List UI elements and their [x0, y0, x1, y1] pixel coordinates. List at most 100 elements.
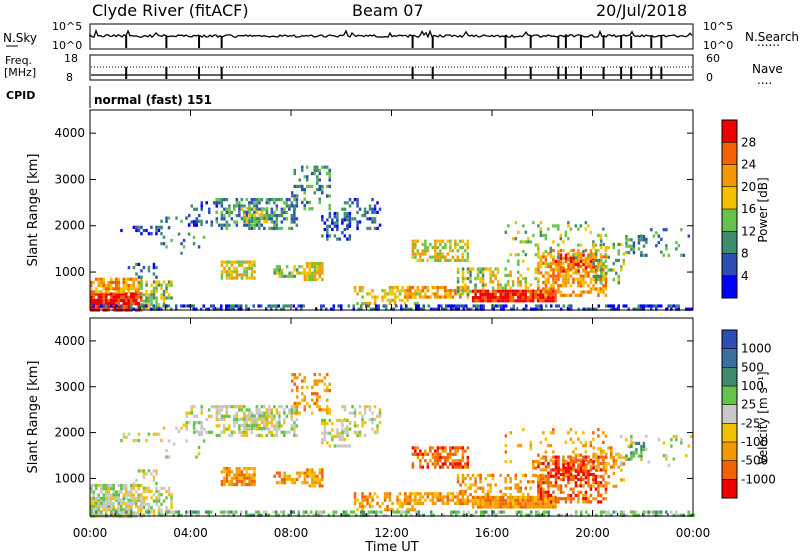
scatter-cell: [142, 228, 146, 233]
freq-gap-bar: [529, 67, 532, 79]
colorbar-band: [722, 275, 737, 298]
scatter-cell: [112, 496, 115, 500]
scatter-cell: [587, 476, 590, 480]
scatter-cell: [537, 493, 540, 498]
scatter-cell: [311, 477, 314, 482]
scatter-cell: [326, 237, 329, 241]
scatter-cell: [579, 274, 583, 278]
scatter-cell: [248, 204, 251, 208]
scatter-cell: [475, 510, 478, 514]
scatter-cell: [218, 408, 221, 412]
scatter-cell: [439, 465, 442, 469]
scatter-cell: [645, 253, 648, 257]
scatter-cell: [454, 495, 457, 499]
scatter-cell: [321, 218, 324, 222]
scatter-cell: [481, 296, 485, 300]
scatter-cell: [506, 499, 510, 503]
scatter-cell: [600, 449, 603, 453]
scatter-cell: [377, 510, 380, 514]
scatter-cell: [431, 292, 435, 296]
scatter-cell: [577, 280, 580, 285]
nsearch-tick-top: 10^5: [703, 20, 733, 33]
scatter-cell: [454, 292, 457, 296]
scatter-cell: [127, 284, 130, 288]
scatter-cell: [265, 214, 269, 218]
scatter-cell: [205, 417, 208, 422]
scatter-cell: [570, 513, 573, 517]
scatter-cell: [404, 501, 407, 505]
scatter-cell: [185, 421, 188, 425]
scatter-cell: [474, 296, 477, 300]
scatter-cell: [456, 473, 460, 477]
scatter-cell: [534, 289, 537, 293]
scatter-cell: [459, 483, 462, 487]
scatter-cell: [449, 452, 452, 456]
scatter-cell: [117, 513, 120, 517]
scatter-cell: [353, 289, 357, 293]
scatter-cell: [273, 427, 276, 431]
scatter-cell: [283, 433, 286, 438]
scatter-cell: [469, 267, 472, 271]
scatter-cell: [338, 438, 342, 442]
scatter-cell: [549, 293, 553, 297]
scatter-cell: [328, 431, 332, 435]
scatter-cell: [375, 304, 378, 308]
scatter-cell: [459, 459, 462, 463]
scatter-cell: [250, 430, 254, 434]
scatter-cell: [582, 497, 585, 501]
scatter-cell: [278, 226, 281, 230]
colorbar-band: [722, 442, 737, 461]
scatter-cell: [670, 307, 673, 311]
scatter-cell: [288, 274, 291, 278]
scatter-cell: [514, 502, 517, 506]
scatter-cell: [336, 211, 339, 216]
scatter-cell: [551, 502, 555, 506]
scatter-cell: [295, 268, 299, 272]
scatter-cell: [165, 296, 168, 300]
scatter-cell: [192, 426, 196, 430]
scatter-cell: [647, 510, 650, 514]
scatter-cell: [115, 513, 118, 517]
scatter-cell: [120, 501, 123, 505]
scatter-cell: [137, 307, 140, 311]
scatter-cell: [480, 307, 483, 311]
scatter-cell: [460, 304, 463, 308]
scatter-cell: [250, 411, 254, 415]
scatter-cell: [356, 292, 359, 296]
nsky-gap-bar: [564, 36, 567, 48]
scatter-cell: [353, 430, 357, 434]
scatter-cell: [574, 469, 578, 473]
scatter-cell: [303, 477, 307, 482]
scatter-cell: [599, 481, 603, 485]
scatter-cell: [584, 490, 588, 494]
scatter-cell: [331, 428, 334, 432]
scatter-cell: [494, 502, 497, 506]
scatter-cell: [248, 467, 251, 471]
scatter-cell: [615, 510, 618, 514]
scatter-cell: [115, 280, 118, 284]
scatter-cell: [429, 255, 432, 259]
scatter-cell: [368, 301, 372, 306]
scatter-cell: [110, 508, 113, 512]
scatter-cell: [318, 172, 321, 176]
scatter-cell: [162, 304, 165, 308]
scatter-cell: [160, 242, 163, 246]
scatter-cell: [602, 510, 605, 514]
scatter-cell: [368, 217, 372, 221]
scatter-cell: [514, 495, 517, 499]
scatter-cell: [492, 510, 495, 514]
scatter-cell: [240, 479, 244, 483]
scatter-cell: [300, 481, 304, 485]
scatter-cell: [150, 302, 153, 306]
scatter-cell: [260, 414, 264, 418]
scatter-cell: [421, 249, 425, 253]
scatter-cell: [215, 307, 218, 311]
scatter-cell: [489, 483, 492, 487]
scatter-cell: [225, 427, 229, 431]
scatter-cell: [496, 299, 500, 303]
scatter-cell: [336, 428, 339, 432]
scatter-cell: [597, 465, 600, 469]
scatter-cell: [670, 304, 673, 308]
scatter-cell: [419, 452, 422, 456]
scatter-cell: [288, 271, 291, 275]
